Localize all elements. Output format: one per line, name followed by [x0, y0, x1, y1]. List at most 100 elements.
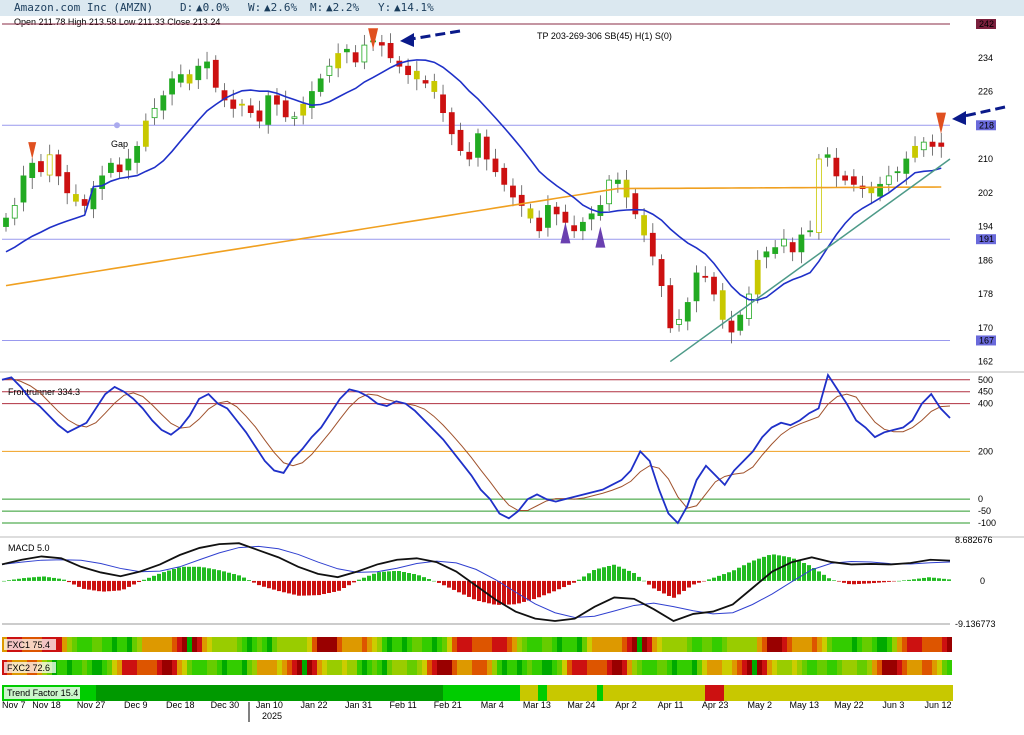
macd-histogram-bar — [812, 568, 816, 581]
fxc2-label-bg — [4, 662, 56, 673]
fxc2-cell — [227, 660, 232, 675]
fxc2-cell — [262, 660, 267, 675]
macd-histogram-bar — [377, 572, 381, 581]
macd-histogram-bar — [327, 580, 331, 593]
candle-body — [300, 103, 307, 116]
candle-body — [20, 175, 27, 203]
osc-axis-tick: 200 — [978, 446, 993, 456]
macd-histogram-bar — [907, 579, 911, 581]
fxc1-cell — [697, 637, 702, 652]
fxc1-cell — [712, 637, 717, 652]
macd-histogram-bar — [162, 572, 166, 581]
fxc2-cell — [572, 660, 577, 675]
fxc1-cell — [87, 637, 92, 652]
macd-histogram-bar — [657, 580, 661, 591]
fxc2-cell — [757, 660, 762, 675]
fxc2-cell — [832, 660, 837, 675]
fxc2-cell — [177, 660, 182, 675]
candle-body — [326, 65, 333, 76]
fxc2-cell — [307, 660, 312, 675]
fxc1-cell — [337, 637, 342, 652]
macd-histogram-bar — [902, 580, 906, 581]
macd-histogram-bar — [647, 580, 651, 585]
arrow-shaft — [404, 29, 461, 42]
macd-histogram-bar — [622, 568, 626, 581]
candle-body — [614, 179, 621, 184]
yearly-change-label: Y: — [378, 1, 392, 14]
ma-orange-line — [5, 186, 942, 287]
fxc1-cell — [567, 637, 572, 652]
fxc1-cell — [82, 637, 87, 652]
candle-body — [204, 61, 210, 69]
fxc2-cell — [652, 660, 657, 675]
macd-histogram-bar — [697, 580, 701, 583]
fxc1-cell — [127, 637, 132, 652]
fxc2-cell — [792, 660, 797, 675]
fxc2-cell — [372, 660, 377, 675]
macd-histogram-bar — [492, 580, 496, 605]
fxc2-cell — [437, 660, 442, 675]
x-axis-tick: Mar 13 — [523, 700, 551, 710]
fxc1-cell — [847, 637, 852, 652]
fxc2-cell — [822, 660, 827, 675]
x-axis-tick: Apr 2 — [615, 700, 637, 710]
macd-histogram-bar — [457, 580, 461, 593]
candle-body — [641, 215, 647, 236]
fxc1-cell — [557, 637, 562, 652]
x-axis-tick: Apr 23 — [702, 700, 729, 710]
fxc1-cell — [167, 637, 172, 652]
candle-body — [562, 211, 569, 223]
candle-body — [693, 272, 700, 302]
macd-histogram-bar — [127, 580, 131, 587]
fxc2-cell — [457, 660, 462, 675]
fxc1-cell — [692, 637, 697, 652]
fxc2-cell — [222, 660, 227, 675]
fxc1-cell — [517, 637, 522, 652]
fxc1-cell — [702, 637, 707, 652]
monthly-change-value: ▲2.2% — [326, 1, 360, 14]
fxc1-cell — [432, 637, 437, 652]
macd-histogram-bar — [542, 580, 546, 596]
price-tag-label: 218 — [979, 120, 994, 130]
fxc1-cell — [117, 637, 122, 652]
macd-histogram-bar — [742, 565, 746, 581]
fxc1-cell — [162, 637, 167, 652]
fxc1-cell — [397, 637, 402, 652]
fxc2-cell — [607, 660, 612, 675]
fxc1-cell — [512, 637, 517, 652]
macd-histogram-bar — [137, 580, 141, 583]
fxc2-cell — [197, 660, 202, 675]
macd-histogram-bar — [102, 580, 106, 592]
macd-histogram-bar — [667, 580, 671, 596]
fxc2-cell — [242, 660, 247, 675]
macd-histogram-bar — [702, 580, 706, 582]
macd-histogram-bar — [367, 575, 371, 581]
macd-histogram-bar — [637, 576, 641, 581]
fxc1-cell — [487, 637, 492, 652]
fxc2-cell — [532, 660, 537, 675]
fxc2-cell — [942, 660, 947, 675]
candle-body — [597, 205, 604, 216]
fxc2-cell — [62, 660, 67, 675]
fxc2-title: FXC2 72.6 — [7, 663, 50, 673]
fxc1-cell — [537, 637, 542, 652]
trend-factor-segment — [597, 685, 603, 701]
fxc1-cell — [227, 637, 232, 652]
candle-body — [448, 112, 455, 135]
fxc2-cell — [912, 660, 917, 675]
fxc1-cell — [822, 637, 827, 652]
macd-histogram-bar — [547, 580, 551, 594]
gap-marker — [114, 122, 120, 129]
fxc2-cell — [837, 660, 842, 675]
candle-body — [378, 42, 385, 46]
fxc2-cell — [517, 660, 522, 675]
fxc2-cell — [137, 660, 142, 675]
macd-histogram-bar — [892, 580, 896, 582]
macd-axis-tick: -9.136773 — [955, 619, 996, 629]
macd-histogram-bar — [382, 571, 386, 581]
macd-histogram-bar — [32, 577, 36, 581]
price-axis-tick: 178 — [978, 289, 993, 299]
fxc1-cell — [657, 637, 662, 652]
fxc1-cell — [922, 637, 927, 652]
fxc2-cell — [557, 660, 562, 675]
